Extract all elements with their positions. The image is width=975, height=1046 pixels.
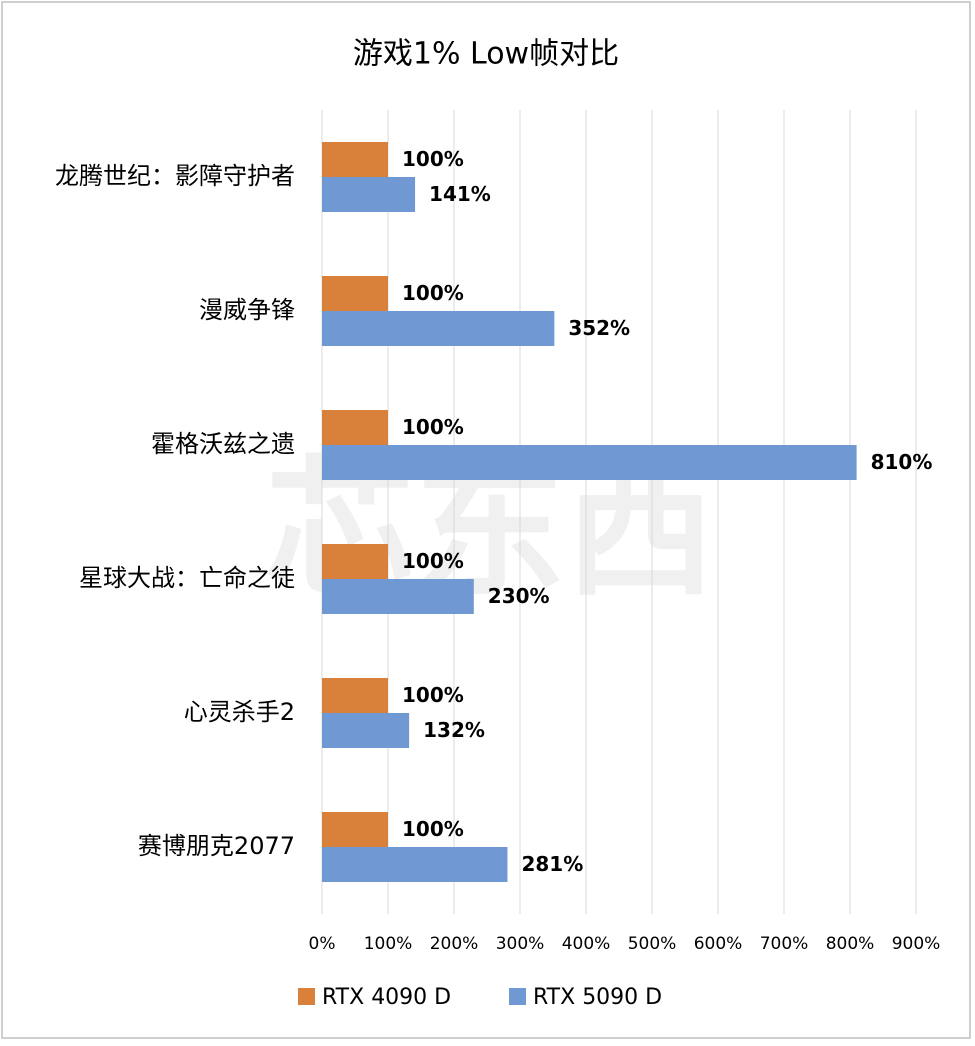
- bar: [322, 713, 410, 748]
- y-tick-label: 霍格沃兹之遗: [151, 430, 295, 458]
- y-tick-label: 星球大战：亡命之徒: [79, 564, 295, 592]
- legend-swatch: [509, 988, 526, 1005]
- value-label: 100%: [402, 415, 464, 439]
- y-tick-label: 赛博朋克2077: [138, 832, 295, 860]
- bar: [322, 311, 555, 346]
- legend-label: RTX 4090 D: [322, 985, 451, 1010]
- value-label: 230%: [488, 584, 550, 608]
- bar: [322, 177, 416, 212]
- value-label: 132%: [423, 718, 485, 742]
- value-label: 352%: [568, 316, 630, 340]
- value-label: 141%: [429, 182, 491, 206]
- x-tick-label: 200%: [430, 934, 479, 954]
- legend-label: RTX 5090 D: [533, 985, 662, 1010]
- bar: [322, 445, 857, 480]
- value-label: 100%: [402, 147, 464, 171]
- legend-swatch: [298, 988, 315, 1005]
- value-label: 810%: [871, 450, 933, 474]
- x-tick-label: 900%: [892, 934, 941, 954]
- x-tick-label: 800%: [826, 934, 875, 954]
- value-label: 100%: [402, 817, 464, 841]
- bar: [322, 142, 388, 177]
- bar: [322, 812, 388, 847]
- value-label: 281%: [521, 852, 583, 876]
- value-label: 100%: [402, 281, 464, 305]
- x-tick-label: 300%: [496, 934, 545, 954]
- x-tick-label: 100%: [364, 934, 413, 954]
- x-tick-label: 0%: [309, 934, 336, 954]
- chart-title: 游戏1% Low帧对比: [353, 37, 619, 72]
- bar: [322, 276, 388, 311]
- value-label: 100%: [402, 549, 464, 573]
- y-tick-label: 心灵杀手2: [184, 698, 295, 726]
- bar: [322, 410, 388, 445]
- bar: [322, 847, 508, 882]
- x-tick-label: 600%: [694, 934, 743, 954]
- x-tick-label: 400%: [562, 934, 611, 954]
- value-label: 100%: [402, 683, 464, 707]
- y-tick-label: 漫威争锋: [199, 296, 295, 324]
- bar: [322, 678, 388, 713]
- x-tick-label: 700%: [760, 934, 809, 954]
- y-tick-label: 龙腾世纪：影障守护者: [55, 162, 295, 190]
- bar: [322, 544, 388, 579]
- bar: [322, 579, 474, 614]
- x-tick-label: 500%: [628, 934, 677, 954]
